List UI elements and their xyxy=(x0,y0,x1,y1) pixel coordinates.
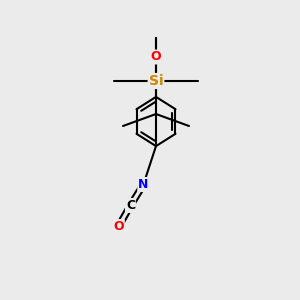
Text: C: C xyxy=(126,199,135,212)
Text: Si: Si xyxy=(149,74,163,88)
Text: N: N xyxy=(138,178,148,191)
Text: O: O xyxy=(151,50,161,64)
Text: O: O xyxy=(113,220,124,233)
